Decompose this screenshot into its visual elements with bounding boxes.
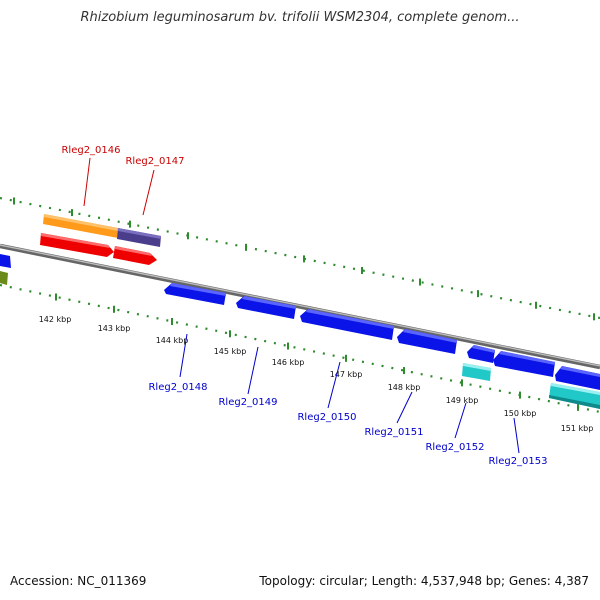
reverse-features: [0, 271, 600, 409]
label-rleg2-0149[interactable]: Rleg2_0149: [218, 397, 277, 408]
tick-label-145: 145 kbp: [214, 347, 247, 356]
gene-rleg2-0149[interactable]: [236, 296, 296, 319]
lower-dotted-ring: [0, 283, 600, 414]
map-title: Rhizobium leguminosarum bv. trifolii WSM…: [80, 10, 520, 25]
leader-line-rleg2-0150: [327, 361, 341, 409]
gene-rleg2-0150[interactable]: [300, 309, 394, 340]
tick-label-148: 148 kbp: [388, 383, 421, 392]
gene-rleg2-0148[interactable]: [164, 283, 226, 305]
leader-line-rleg2-0153: [513, 417, 520, 454]
tick-label-142: 142 kbp: [39, 315, 72, 324]
topology-text: Topology: circular; Length: 4,537,948 bp…: [259, 574, 589, 588]
label-rleg2-0150[interactable]: Rleg2_0150: [297, 412, 356, 423]
olive-feature[interactable]: [0, 271, 8, 285]
small-blue-gene[interactable]: [467, 345, 495, 363]
tick-label-147: 147 kbp: [330, 370, 363, 379]
tick-labels: 142 kbp 143 kbp 144 kbp 145 kbp 146 kbp …: [39, 315, 594, 433]
accession-text: Accession: NC_011369: [10, 574, 147, 588]
label-rleg2-0148[interactable]: Rleg2_0148: [148, 382, 207, 393]
gene-rleg2-0151[interactable]: [397, 329, 457, 354]
tick-label-150: 150 kbp: [504, 409, 537, 418]
gene-rleg2-0146[interactable]: [40, 233, 114, 257]
gene-rleg2-0152[interactable]: [462, 363, 491, 381]
label-rleg2-0146[interactable]: Rleg2_0146: [61, 145, 120, 156]
backbone: [0, 243, 600, 370]
leader-line-rleg2-0152: [454, 402, 467, 439]
gene-rleg2-0153[interactable]: [549, 383, 600, 409]
tick-label-151: 151 kbp: [561, 424, 594, 433]
orange-feature[interactable]: [43, 214, 118, 238]
leader-line-rleg2-0146: [83, 157, 91, 207]
reverse-gene-labels: Rleg2_0148 Rleg2_0149 Rleg2_0150 Rleg2_0…: [148, 333, 548, 467]
label-rleg2-0153[interactable]: Rleg2_0153: [488, 456, 547, 467]
long-blue-gene[interactable]: [493, 351, 555, 377]
edge-blue-gene[interactable]: [555, 366, 600, 390]
upper-dotted-ring: [0, 196, 600, 320]
label-rleg2-0147[interactable]: Rleg2_0147: [125, 156, 184, 167]
purple-feature[interactable]: [117, 228, 161, 247]
lower-major-ticks: [55, 293, 579, 411]
leader-line-rleg2-0149: [247, 346, 259, 395]
label-rleg2-0152[interactable]: Rleg2_0152: [425, 442, 484, 453]
gene-rleg2-0147[interactable]: [113, 246, 157, 265]
leader-line-rleg2-0151: [396, 391, 413, 424]
label-rleg2-0151[interactable]: Rleg2_0151: [364, 427, 423, 438]
forward-gene-labels: Rleg2_0146 Rleg2_0147: [61, 145, 185, 216]
leader-line-rleg2-0148: [179, 333, 188, 378]
tick-label-144: 144 kbp: [156, 336, 189, 345]
tick-label-146: 146 kbp: [272, 358, 305, 367]
partial-blue-gene[interactable]: [0, 254, 11, 268]
forward-features: [0, 214, 161, 268]
leader-line-rleg2-0147: [142, 169, 155, 216]
tick-label-143: 143 kbp: [98, 324, 131, 333]
tick-label-149: 149 kbp: [446, 396, 479, 405]
upper-major-ticks: [13, 197, 595, 321]
